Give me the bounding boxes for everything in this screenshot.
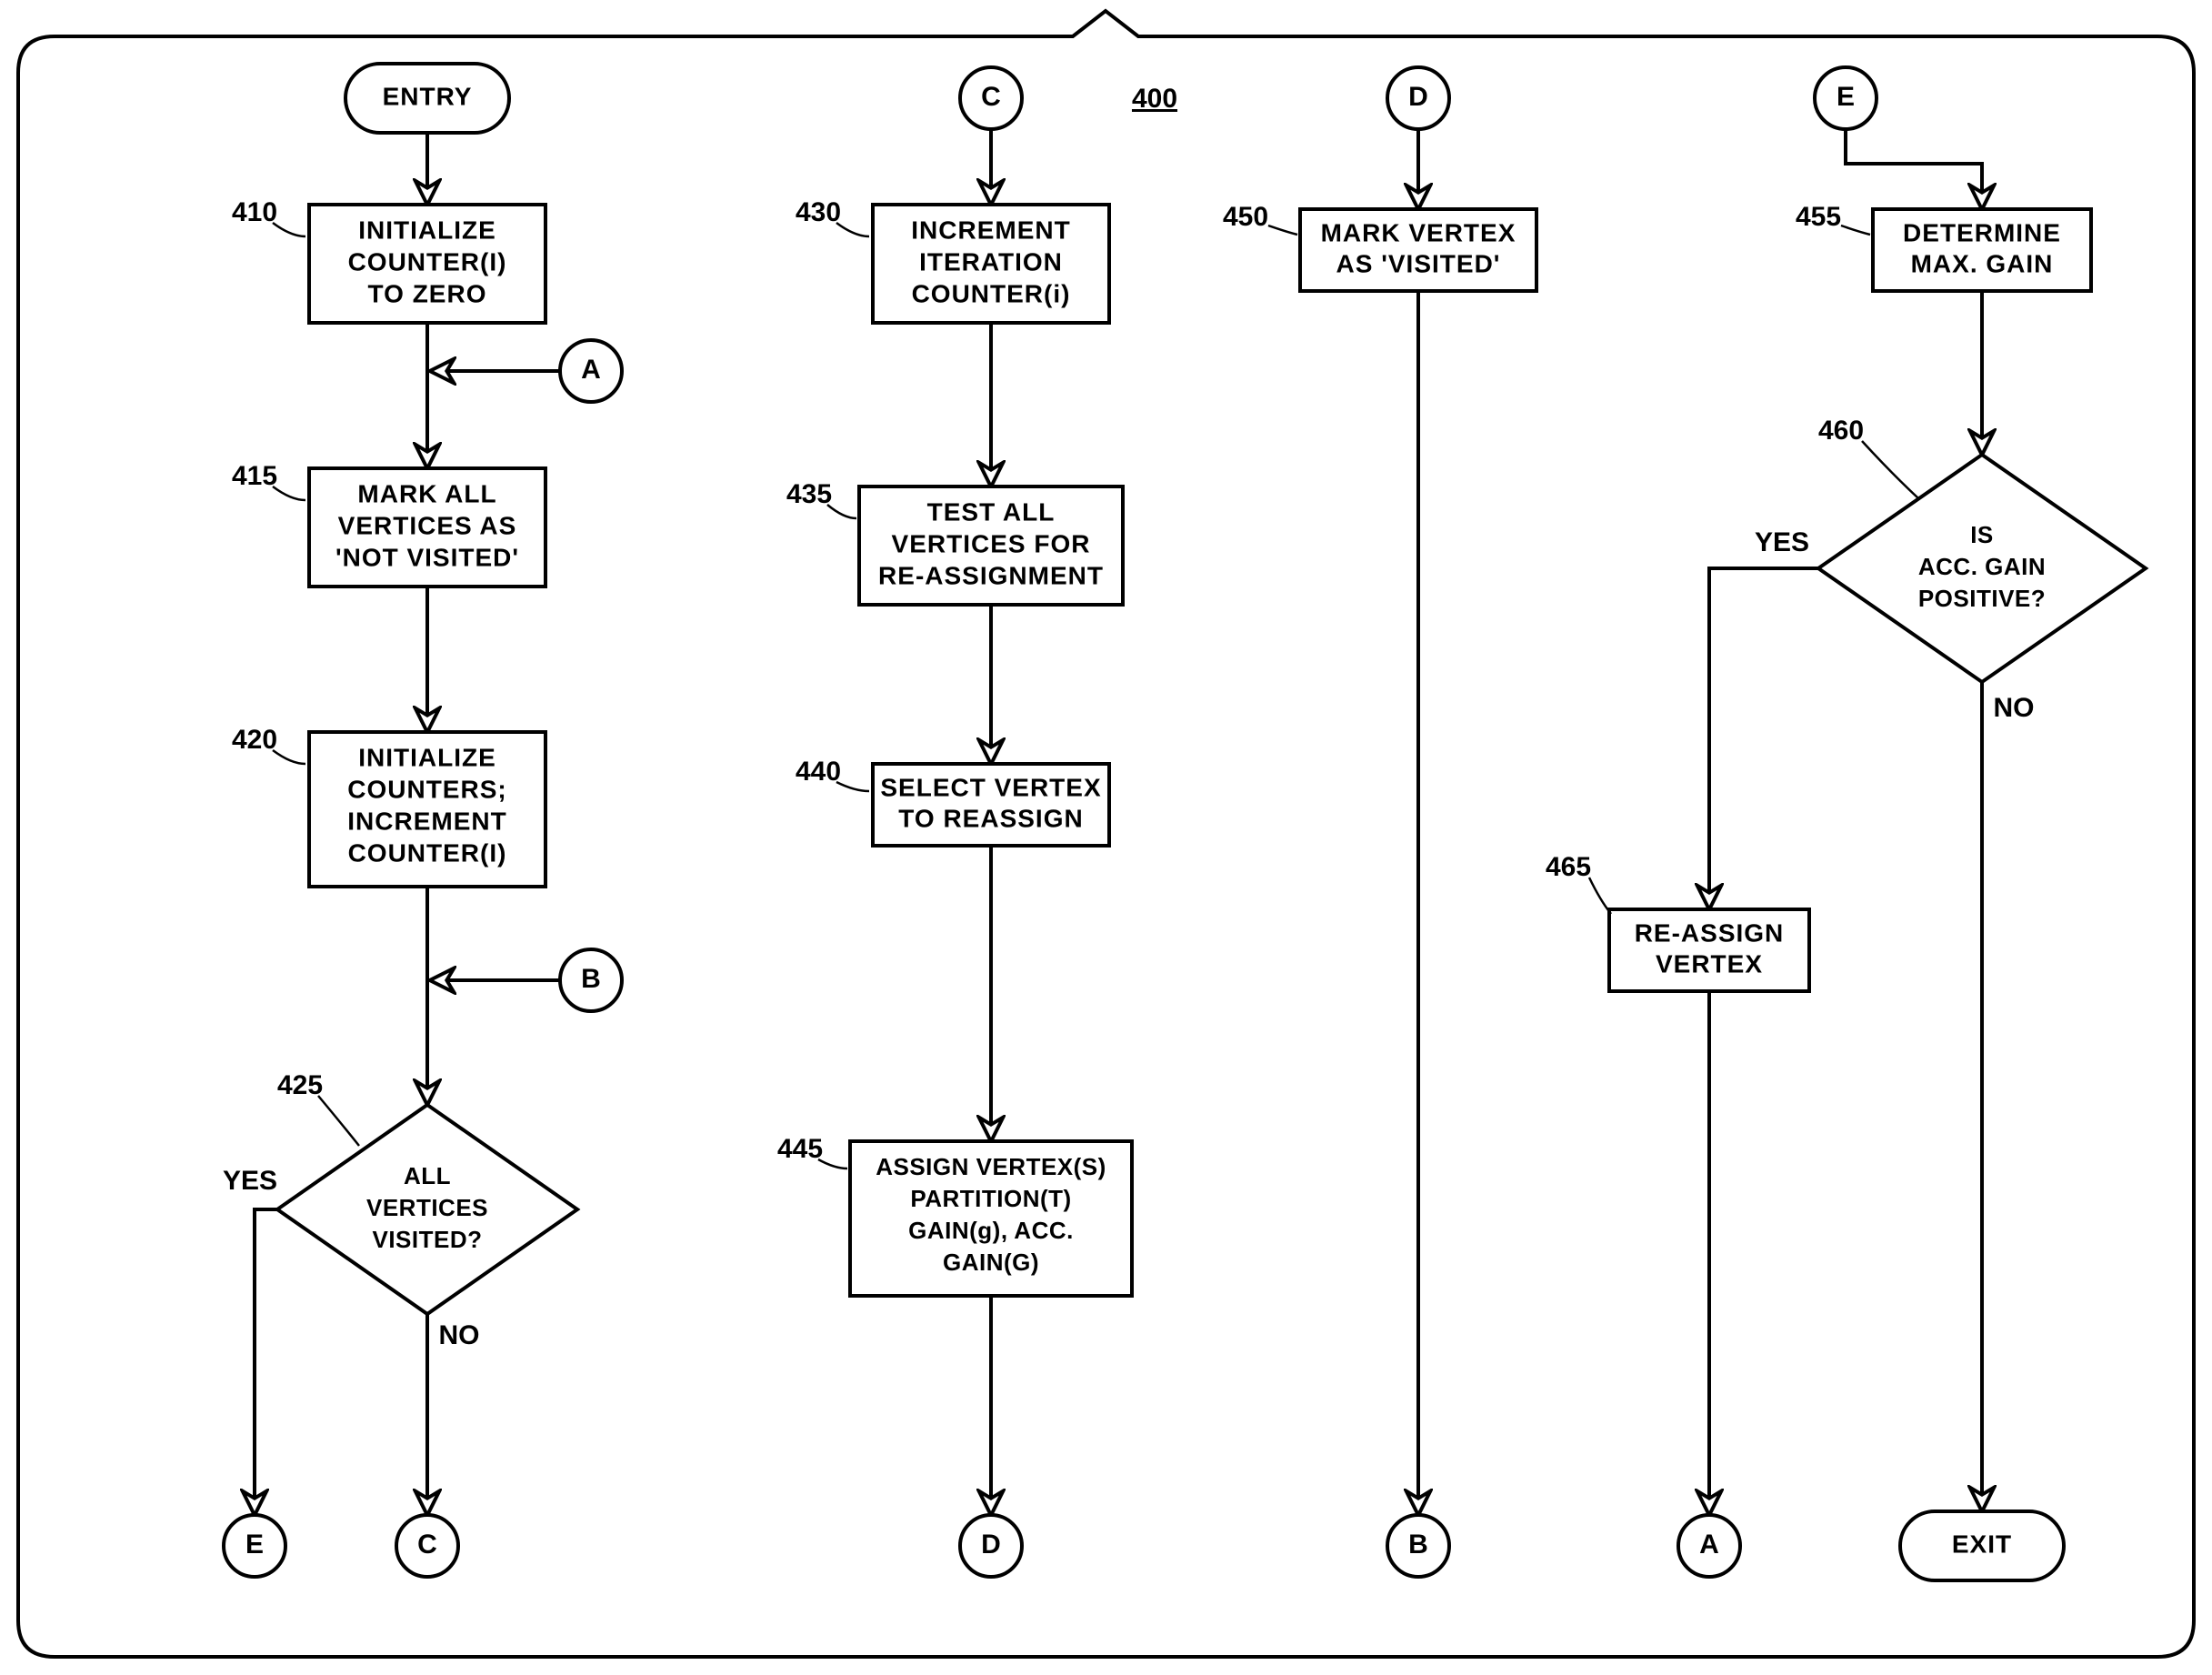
label-460-yes: YES (1755, 527, 1809, 557)
svg-text:420: 420 (232, 725, 277, 755)
svg-text:ACC. GAIN: ACC. GAIN (1918, 553, 2046, 580)
edge-460-yes (1709, 568, 1818, 905)
svg-text:440: 440 (796, 757, 841, 787)
svg-text:DETERMINE: DETERMINE (1903, 218, 2061, 246)
edge-e-455 (1846, 129, 1982, 205)
svg-text:415: 415 (232, 461, 277, 491)
svg-text:SELECT VERTEX: SELECT VERTEX (880, 773, 1101, 801)
svg-text:B: B (1408, 1530, 1428, 1560)
box-420: INITIALIZE COUNTERS; INCREMENT COUNTER(I… (309, 732, 545, 887)
svg-text:E: E (1837, 82, 1855, 112)
edge-425-yes (255, 1209, 277, 1510)
svg-text:RE-ASSIGN: RE-ASSIGN (1635, 918, 1785, 947)
connector-c-top: C (960, 67, 1022, 129)
svg-text:VISITED?: VISITED? (372, 1226, 482, 1253)
svg-text:IS: IS (1970, 521, 1994, 548)
connector-c-bottom: C (396, 1515, 458, 1577)
svg-text:POSITIVE?: POSITIVE? (1918, 585, 2046, 612)
box-450: MARK VERTEX AS 'VISITED' (1300, 209, 1536, 291)
svg-text:ITERATION: ITERATION (919, 247, 1063, 276)
ref-labels: 410 415 420 425 430 435 440 445 450 455 … (232, 197, 1918, 1168)
svg-text:GAIN(g), ACC.: GAIN(g), ACC. (908, 1217, 1074, 1244)
svg-text:455: 455 (1796, 202, 1841, 232)
svg-text:C: C (981, 82, 1001, 112)
connector-b-inline: B (560, 949, 622, 1011)
svg-text:C: C (417, 1530, 437, 1560)
box-430: INCREMENT ITERATION COUNTER(i) (873, 205, 1109, 323)
svg-text:INCREMENT: INCREMENT (347, 807, 506, 835)
svg-text:INITIALIZE: INITIALIZE (358, 216, 496, 244)
svg-text:D: D (1408, 82, 1428, 112)
svg-text:COUNTER(I): COUNTER(I) (348, 247, 507, 276)
svg-text:B: B (581, 964, 601, 994)
connector-d-bottom: D (960, 1515, 1022, 1577)
box-410: INITIALIZE COUNTER(I) TO ZERO (309, 205, 545, 323)
terminal-exit: EXIT (1900, 1511, 2064, 1580)
svg-text:TO ZERO: TO ZERO (368, 279, 487, 307)
label-460-no: NO (1994, 693, 2035, 723)
terminal-entry: ENTRY (345, 64, 509, 133)
svg-text:VERTICES AS: VERTICES AS (338, 511, 517, 539)
svg-text:VERTICES FOR: VERTICES FOR (892, 529, 1091, 557)
label-425-no: NO (439, 1320, 480, 1350)
box-465: RE-ASSIGN VERTEX (1609, 909, 1809, 991)
connector-b-bottom: B (1387, 1515, 1449, 1577)
connector-a-bottom: A (1678, 1515, 1740, 1577)
connector-d-top: D (1387, 67, 1449, 129)
svg-text:AS 'VISITED': AS 'VISITED' (1336, 249, 1501, 277)
svg-text:465: 465 (1546, 852, 1591, 882)
box-435: TEST ALL VERTICES FOR RE-ASSIGNMENT (859, 486, 1123, 605)
svg-text:INITIALIZE: INITIALIZE (358, 743, 496, 771)
connector-e-bottom: E (224, 1515, 285, 1577)
svg-text:D: D (981, 1530, 1001, 1560)
box-415: MARK ALL VERTICES AS 'NOT VISITED' (309, 468, 545, 587)
svg-text:445: 445 (777, 1134, 823, 1164)
svg-text:ASSIGN VERTEX(S): ASSIGN VERTEX(S) (876, 1153, 1106, 1180)
svg-text:COUNTER(i): COUNTER(i) (912, 279, 1071, 307)
svg-text:RE-ASSIGNMENT: RE-ASSIGNMENT (878, 561, 1104, 589)
connector-a-inline: A (560, 340, 622, 402)
svg-text:A: A (1699, 1530, 1719, 1560)
svg-text:'NOT VISITED': 'NOT VISITED' (335, 543, 519, 571)
svg-text:MARK VERTEX: MARK VERTEX (1321, 218, 1516, 246)
svg-text:PARTITION(T): PARTITION(T) (910, 1185, 1071, 1212)
box-440: SELECT VERTEX TO REASSIGN (873, 764, 1109, 846)
svg-text:VERTEX: VERTEX (1656, 949, 1763, 978)
svg-text:TEST ALL: TEST ALL (927, 497, 1056, 526)
box-455: DETERMINE MAX. GAIN (1873, 209, 2091, 291)
svg-text:ENTRY: ENTRY (383, 82, 473, 110)
svg-text:COUNTER(I): COUNTER(I) (348, 838, 507, 867)
decision-460: IS ACC. GAIN POSITIVE? (1818, 455, 2146, 682)
decision-425: ALL VERTICES VISITED? (277, 1105, 577, 1314)
svg-text:435: 435 (786, 479, 832, 509)
svg-text:COUNTERS;: COUNTERS; (347, 775, 506, 803)
svg-text:MARK ALL: MARK ALL (357, 479, 496, 507)
box-445: ASSIGN VERTEX(S) PARTITION(T) GAIN(g), A… (850, 1141, 1132, 1296)
svg-text:GAIN(G): GAIN(G) (943, 1249, 1039, 1276)
svg-text:450: 450 (1223, 202, 1268, 232)
figure-ref-label: 400 (1132, 84, 1177, 114)
svg-text:VERTICES: VERTICES (366, 1194, 488, 1221)
svg-text:TO REASSIGN: TO REASSIGN (898, 804, 1083, 832)
svg-text:460: 460 (1818, 416, 1864, 446)
label-425-yes: YES (223, 1166, 277, 1196)
connector-e-top: E (1815, 67, 1877, 129)
svg-text:430: 430 (796, 197, 841, 227)
svg-text:425: 425 (277, 1070, 323, 1100)
svg-text:ALL: ALL (404, 1162, 451, 1189)
svg-text:E: E (245, 1530, 264, 1560)
svg-text:410: 410 (232, 197, 277, 227)
svg-text:INCREMENT: INCREMENT (911, 216, 1070, 244)
svg-text:A: A (581, 355, 601, 385)
svg-text:EXIT: EXIT (1952, 1530, 2012, 1558)
svg-text:MAX. GAIN: MAX. GAIN (1911, 249, 2054, 277)
